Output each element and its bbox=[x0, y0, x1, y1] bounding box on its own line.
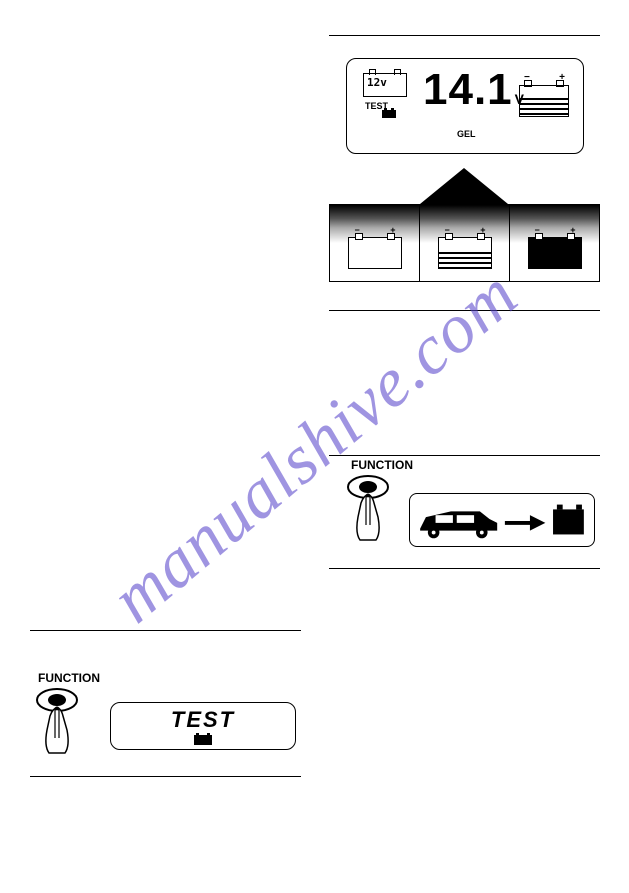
minus-sign: − bbox=[355, 225, 360, 235]
battery-half-cell: − + bbox=[420, 204, 510, 282]
section-divider-left bbox=[30, 630, 301, 631]
arrow-up-icon bbox=[420, 168, 508, 204]
gel-label: GEL bbox=[457, 129, 476, 139]
watermark-text: manualshive.com bbox=[96, 254, 533, 639]
battery-empty-icon: − + bbox=[348, 237, 402, 269]
press-button-icon bbox=[30, 688, 84, 760]
function-select-mode: FUNCTION bbox=[329, 455, 600, 456]
battery-full-icon: − + bbox=[528, 237, 582, 269]
battery-full-cell: − + bbox=[510, 204, 600, 282]
minus-sign: − bbox=[445, 225, 450, 235]
tiny-battery-icon bbox=[194, 735, 212, 745]
battery-level-icon: − + bbox=[519, 85, 569, 117]
voltage-badge: 12v bbox=[367, 76, 387, 89]
section-divider-top bbox=[329, 35, 600, 36]
function-label: FUNCTION bbox=[38, 671, 100, 685]
battery-empty-cell: − + bbox=[329, 204, 420, 282]
lcd-reading: 14.1V bbox=[423, 65, 525, 115]
minus-sign: − bbox=[535, 225, 540, 235]
test-display-box: TEST bbox=[110, 702, 296, 750]
function-label: FUNCTION bbox=[351, 458, 413, 472]
battery-half-icon: − + bbox=[438, 237, 492, 269]
divider bbox=[329, 455, 600, 456]
plus-sign: + bbox=[570, 225, 575, 235]
test-label: TEST bbox=[171, 707, 235, 733]
divider bbox=[30, 776, 301, 777]
lcd-display: 12v TEST 14.1V GEL − + bbox=[346, 58, 584, 154]
car-to-battery-diagram bbox=[409, 493, 595, 547]
reading-value: 14.1 bbox=[423, 65, 513, 114]
section-divider-mid bbox=[329, 310, 600, 311]
press-button-icon bbox=[341, 475, 395, 547]
battery-body bbox=[519, 85, 569, 117]
plus-sign: + bbox=[480, 225, 485, 235]
battery-states-panel: − + − + − + bbox=[329, 204, 600, 282]
tiny-battery-icon bbox=[382, 110, 396, 118]
divider bbox=[329, 568, 600, 569]
page-content: 12v TEST 14.1V GEL − + − + − + bbox=[0, 0, 629, 893]
plus-sign: + bbox=[390, 225, 395, 235]
